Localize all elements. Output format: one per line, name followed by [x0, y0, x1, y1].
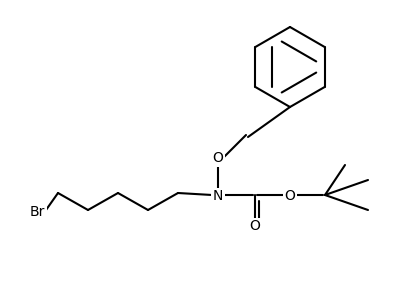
Text: O: O — [213, 152, 223, 166]
Text: Br: Br — [30, 204, 46, 219]
Text: N: N — [213, 190, 223, 204]
Text: O: O — [285, 190, 295, 204]
Text: O: O — [249, 219, 261, 233]
